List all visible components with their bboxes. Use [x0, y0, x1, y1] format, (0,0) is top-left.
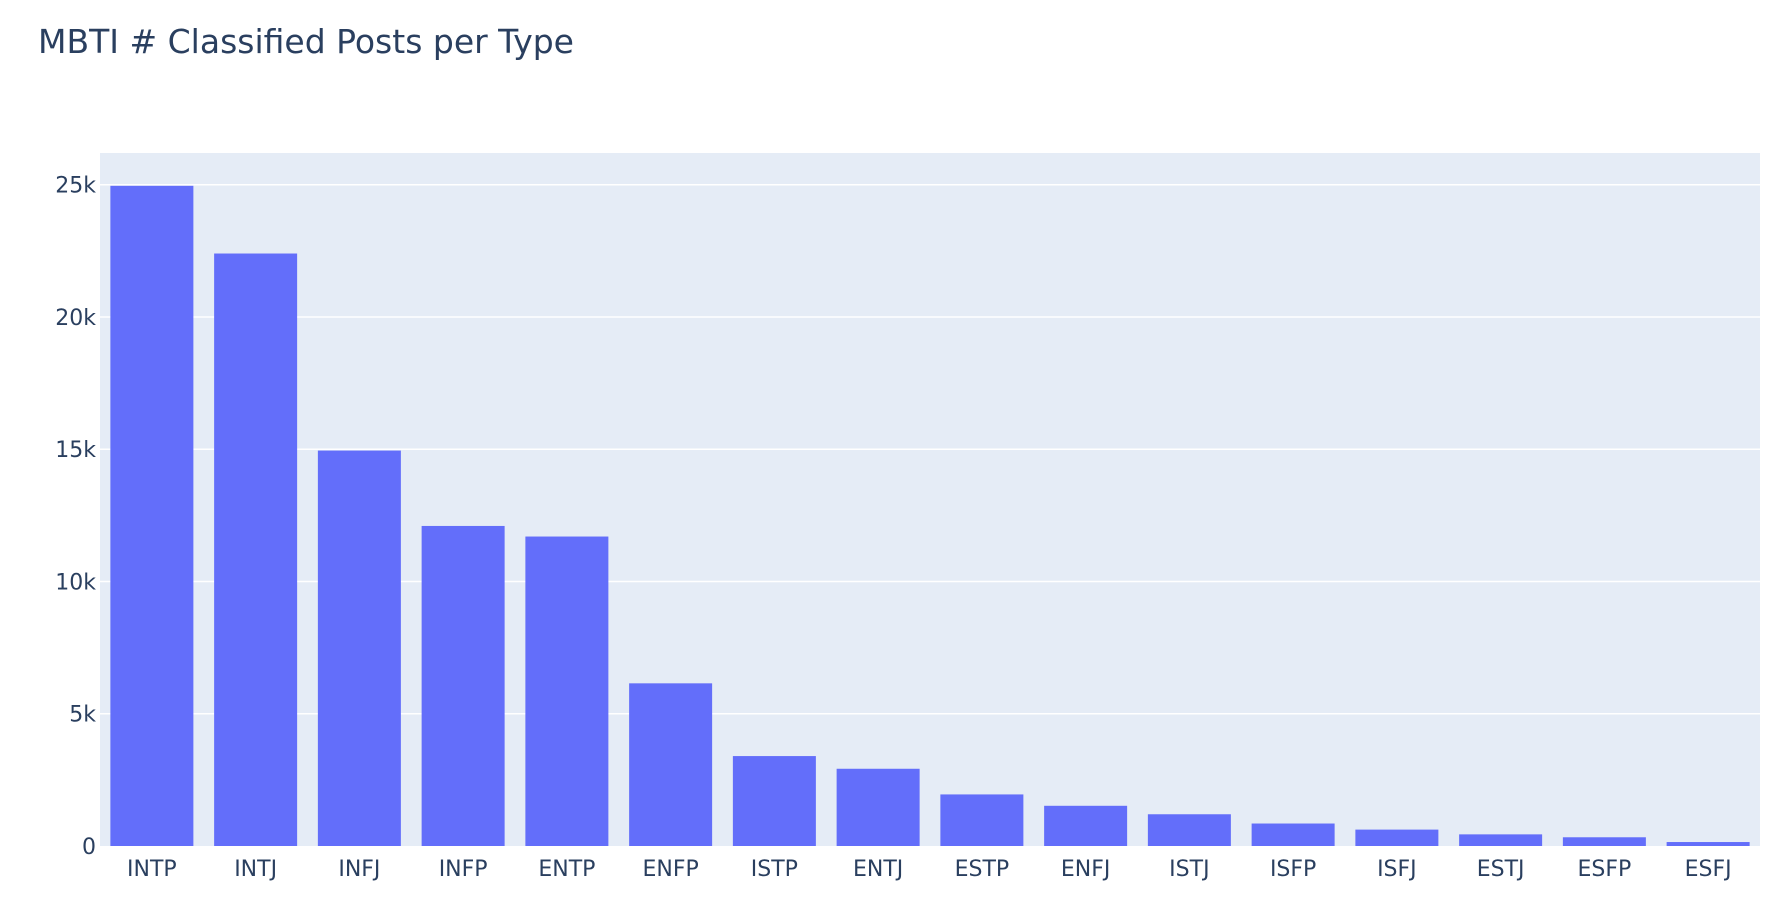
y-tick-label: 20k [55, 306, 96, 331]
bars [110, 185, 1750, 847]
x-tick-label: ESFP [1577, 857, 1631, 882]
bar-istj[interactable] [1147, 814, 1231, 846]
bar-esfj[interactable] [1666, 842, 1750, 846]
x-tick-label: INFP [439, 857, 488, 882]
x-tick-label: ENFP [642, 857, 698, 882]
bar-esfp[interactable] [1562, 837, 1646, 846]
x-tick-label: ISTP [751, 857, 798, 882]
bar-isfj[interactable] [1355, 829, 1439, 846]
x-tick-label: ESTP [955, 857, 1010, 882]
x-tick-label: ENTJ [853, 857, 903, 882]
bar-intj[interactable] [214, 253, 298, 846]
bar-entj[interactable] [836, 768, 920, 846]
bar-enfp[interactable] [629, 683, 713, 846]
y-axis-ticks: 0 5k 10k 15k 20k 25k [55, 174, 96, 860]
bar-isfp[interactable] [1251, 823, 1335, 846]
bar-intp[interactable] [110, 185, 194, 847]
x-tick-label: ENTP [538, 857, 595, 882]
bar-entp[interactable] [525, 536, 609, 846]
bar-infp[interactable] [421, 525, 505, 846]
bar-enfj[interactable] [1044, 805, 1128, 846]
x-tick-label: INTJ [234, 857, 277, 882]
x-axis-ticks: INTP INTJ INFJ INFP ENTP ENFP ISTP ENTJ ESTP ENFJ… [127, 857, 1732, 882]
y-tick-label: 5k [69, 703, 96, 728]
y-tick-label: 25k [55, 174, 96, 199]
x-tick-label: ESFJ [1685, 857, 1732, 882]
x-tick-label: ISFJ [1377, 857, 1417, 882]
x-tick-label: ISTJ [1169, 857, 1209, 882]
x-tick-label: INFJ [338, 857, 380, 882]
x-tick-label: ENFJ [1061, 857, 1111, 882]
chart-title: MBTI # Classified Posts per Type [38, 22, 574, 61]
bar-istp[interactable] [732, 756, 816, 846]
y-tick-label: 10k [55, 570, 96, 595]
bar-infj[interactable] [317, 450, 401, 846]
y-tick-label: 15k [55, 438, 96, 463]
bar-estp[interactable] [940, 794, 1024, 846]
x-tick-label: INTP [127, 857, 177, 882]
x-tick-label: ESTJ [1477, 857, 1525, 882]
x-tick-label: ISFP [1270, 857, 1316, 882]
y-tick-label: 0 [82, 835, 96, 860]
bar-estj[interactable] [1459, 834, 1543, 846]
